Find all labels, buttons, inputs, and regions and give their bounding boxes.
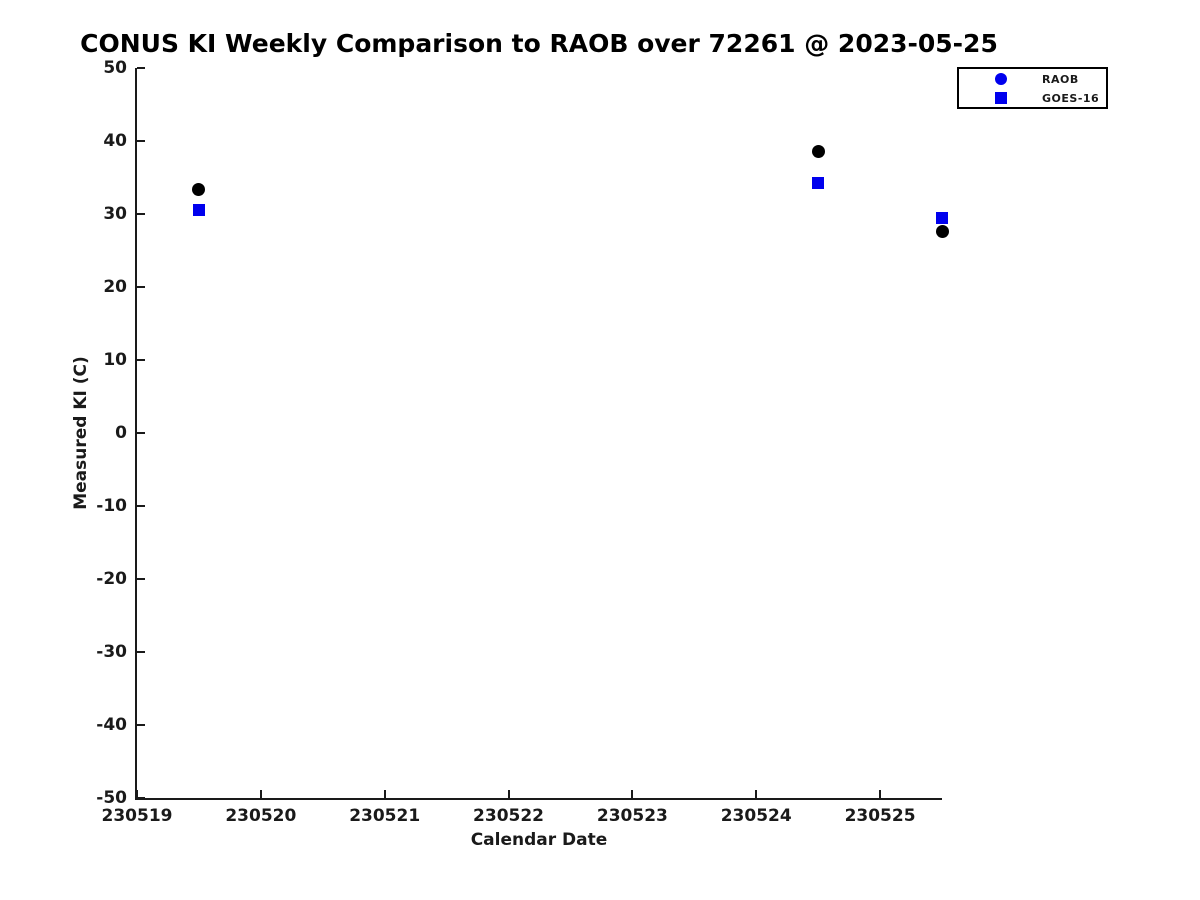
data-point-raob [192, 183, 206, 197]
plot-area: 50 40 30 20 10 0 -10 -20 -30 -40 -50 230519 230520 23… [96, 58, 949, 826]
legend-label: RAOB [1042, 72, 1079, 86]
x-axis-label: Calendar Date [470, 830, 608, 850]
y-axis-label: Measured KI (C) [71, 356, 91, 510]
y-tick-mark [137, 67, 145, 69]
data-point-goes-16 [812, 177, 825, 190]
x-tick-mark [136, 790, 138, 798]
x-tick-label: 230521 [349, 806, 421, 826]
y-axis-line [135, 68, 137, 800]
legend-entry-goes-16: GOES-16 [959, 89, 1106, 107]
y-tick-mark [137, 578, 145, 580]
legend-entry-raob: RAOB [959, 70, 1106, 88]
y-tick-mark [137, 505, 145, 507]
legend: RAOB GOES-16 [957, 67, 1108, 109]
y-tick-label: -50 [96, 788, 127, 808]
data-point-goes-16 [936, 211, 948, 224]
chart-title: CONUS KI Weekly Comparison to RAOB over … [80, 29, 998, 58]
legend-square-icon [994, 92, 1007, 104]
x-tick-mark [259, 790, 262, 798]
y-tick-label: 10 [103, 350, 127, 370]
y-tick-mark [137, 359, 145, 361]
y-tick-mark [137, 651, 145, 653]
y-tick-label: 30 [103, 204, 127, 224]
legend-circle-icon [994, 73, 1007, 85]
y-tick-label: -30 [96, 642, 127, 662]
y-tick-mark [137, 140, 145, 142]
y-tick-label: 0 [115, 423, 127, 443]
legend-label: GOES-16 [1042, 91, 1100, 105]
x-tick-mark [879, 790, 882, 798]
x-tick-label: 230525 [844, 806, 916, 826]
y-tick-mark [137, 797, 145, 799]
x-tick-label: 230523 [596, 806, 668, 826]
legend-marker-cell [959, 73, 1042, 85]
y-tick-label: -20 [96, 569, 127, 589]
x-tick-mark [631, 790, 634, 798]
legend-marker-cell [959, 92, 1042, 104]
x-tick-mark [383, 790, 386, 798]
data-point-raob [811, 145, 825, 159]
y-tick-mark [137, 213, 145, 215]
data-point-raob [935, 225, 949, 239]
x-tick-mark [507, 790, 510, 798]
x-tick-label: 230522 [473, 806, 545, 826]
x-tick-label: 230519 [101, 806, 173, 826]
y-tick-label: 50 [103, 58, 127, 78]
y-tick-label: 40 [103, 131, 127, 151]
x-tick-label: 230524 [720, 806, 792, 826]
x-axis-line [135, 798, 942, 800]
x-tick-label: 230520 [225, 806, 297, 826]
y-tick-label: 20 [103, 277, 127, 297]
y-tick-mark [137, 432, 145, 434]
data-point-goes-16 [192, 203, 205, 216]
y-tick-mark [137, 286, 145, 288]
x-tick-mark [755, 790, 758, 798]
y-tick-mark [137, 724, 145, 726]
y-tick-label: -40 [96, 715, 127, 735]
y-tick-label: -10 [96, 496, 127, 516]
